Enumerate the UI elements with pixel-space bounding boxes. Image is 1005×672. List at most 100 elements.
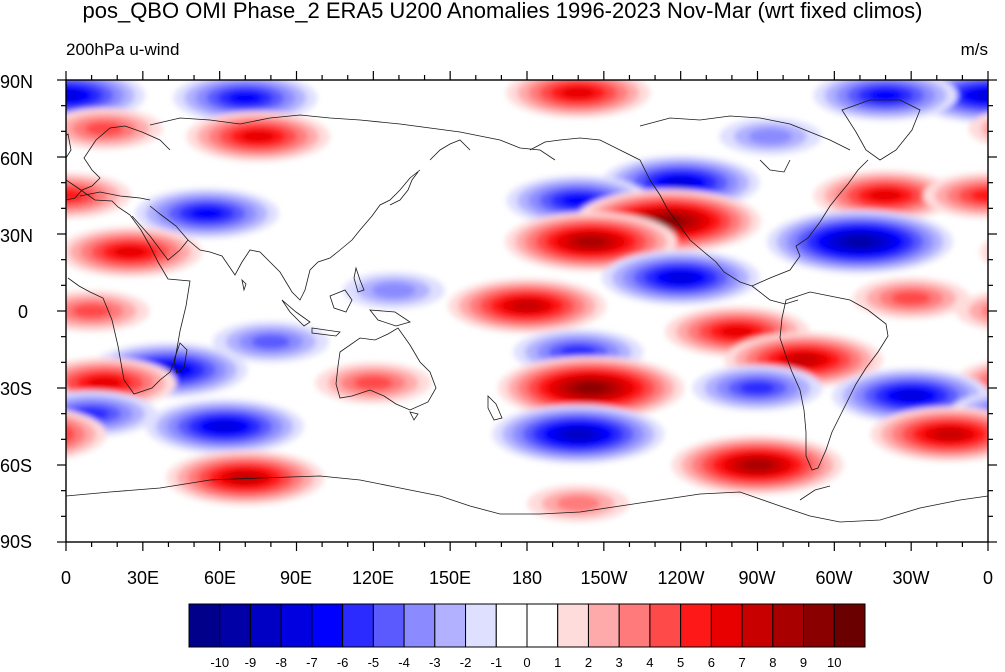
lon-label-90w: 90W xyxy=(738,568,776,588)
colorbar-label: 8 xyxy=(769,655,777,670)
anomaly-contour xyxy=(66,419,86,450)
colorbar-swatch xyxy=(649,603,682,648)
anomaly-contour xyxy=(991,231,1005,274)
anomaly-contour xyxy=(561,194,595,207)
colorbar-label: 5 xyxy=(677,655,685,670)
lon-label-180: 180 xyxy=(511,568,543,588)
anomaly-contour xyxy=(981,303,988,319)
anomaly-contour xyxy=(845,236,875,247)
colorbar-label: 7 xyxy=(738,655,746,670)
anomaly-contour xyxy=(228,92,262,104)
colorbar-swatch xyxy=(618,603,651,648)
colorbar-swatch xyxy=(495,603,528,648)
coastline-australia xyxy=(335,327,437,411)
anomaly-contour xyxy=(576,382,606,394)
anomaly-contour xyxy=(748,128,793,145)
coastline-asia-north xyxy=(149,114,556,161)
coastline-greenland xyxy=(841,99,921,161)
anomaly-contour xyxy=(970,189,988,202)
lat-label-90s: 90S xyxy=(0,532,33,552)
colorbar-label: -5 xyxy=(367,655,380,670)
lon-label-0-end: 0 xyxy=(982,568,994,588)
anomaly-contour xyxy=(968,297,988,325)
colorbar-label: 1 xyxy=(554,655,562,670)
anomaly-contour xyxy=(208,421,241,432)
coastline-arabia xyxy=(131,205,189,261)
lon-label-60w: 60W xyxy=(815,568,853,588)
colorbar-swatch xyxy=(803,603,835,648)
coastline-new-zealand xyxy=(487,395,503,421)
colorbar-label: -7 xyxy=(306,655,318,670)
colorbar-label: -1 xyxy=(490,655,503,670)
anomaly-contour xyxy=(996,407,1005,420)
colorbar-swatch xyxy=(772,603,805,648)
coastline-tasmania xyxy=(409,411,419,421)
colorbar-label: 0 xyxy=(523,655,531,670)
colorbar-swatch xyxy=(741,603,774,648)
anomaly-contour xyxy=(868,89,903,102)
anomaly-contour xyxy=(664,177,697,189)
axis-ticks xyxy=(57,71,997,551)
coastline-south-america xyxy=(779,291,889,471)
coastline-sri-lanka xyxy=(241,278,247,292)
colorbar-swatch xyxy=(587,603,620,648)
colorbar-swatch xyxy=(219,603,251,648)
anomaly-contour xyxy=(563,428,594,440)
coastline-new-guinea xyxy=(369,309,411,327)
anomaly-contour xyxy=(0,421,64,447)
colorbar-swatch xyxy=(372,603,405,648)
lon-label-120w: 120W xyxy=(657,568,705,588)
colorbar-swatch xyxy=(465,603,497,648)
colorbar-swatch xyxy=(280,603,313,648)
anomaly-contour xyxy=(241,130,275,143)
anomaly-contour xyxy=(251,334,291,349)
anomaly-contour xyxy=(72,304,111,318)
lon-label-0: 0 xyxy=(60,568,72,588)
colorbar-swatch xyxy=(311,603,344,648)
colorbar-label: 3 xyxy=(615,655,623,670)
colorbar-label: -4 xyxy=(398,655,410,670)
lat-label-30n: 30N xyxy=(0,226,34,246)
coastline-java xyxy=(311,327,341,337)
anomaly-contour xyxy=(12,429,44,440)
plot-title: pos_QBO OMI Phase_2 ERA5 U200 Anomalies … xyxy=(82,0,923,23)
lon-label-60e: 60E xyxy=(203,568,237,588)
units-label: m/s xyxy=(960,40,988,59)
colorbar-label: 9 xyxy=(799,655,808,670)
anomaly-contour xyxy=(891,291,931,306)
anomaly-contour xyxy=(229,472,262,484)
anomaly-contour xyxy=(85,121,124,136)
lon-label-90e: 90E xyxy=(279,568,313,588)
coastline-mediterranean xyxy=(79,191,151,201)
coastline-borneo xyxy=(329,289,353,313)
anomaly-contour xyxy=(739,381,776,395)
lat-label-eq: 0 xyxy=(18,302,29,322)
anomaly-contour xyxy=(787,354,820,366)
colorbar-label: 10 xyxy=(827,655,842,670)
coastline-central-america xyxy=(751,285,799,305)
anomaly-contour xyxy=(981,120,988,138)
anomaly-contour xyxy=(968,113,988,145)
lon-label-150w: 150W xyxy=(580,568,628,588)
colorbar-swatch xyxy=(403,603,436,648)
coastline-antarctica xyxy=(66,475,988,523)
colorbar-swatch xyxy=(342,603,374,648)
coastline-africa xyxy=(66,179,191,395)
lon-label-30e: 30E xyxy=(126,568,160,588)
anomaly-contour xyxy=(511,300,543,312)
anomaly-contour xyxy=(371,282,416,299)
coastline-north-america xyxy=(529,137,869,287)
anomaly-contour xyxy=(933,428,966,440)
coastline-antarctic-peninsula xyxy=(799,485,831,501)
coastline-europe xyxy=(66,125,171,201)
colorbar-label: -10 xyxy=(210,655,230,670)
colorbar xyxy=(188,603,866,648)
colorbar-swatch xyxy=(557,603,589,648)
variable-label: 200hPa u-wind xyxy=(66,40,180,59)
colorbar-label: -2 xyxy=(459,655,472,670)
lat-label-60n: 60N xyxy=(0,149,34,169)
anomaly-contour xyxy=(868,189,903,202)
anomaly-contour xyxy=(87,377,122,389)
anomaly-contour xyxy=(742,459,773,471)
anomaly-contour xyxy=(994,117,1005,140)
